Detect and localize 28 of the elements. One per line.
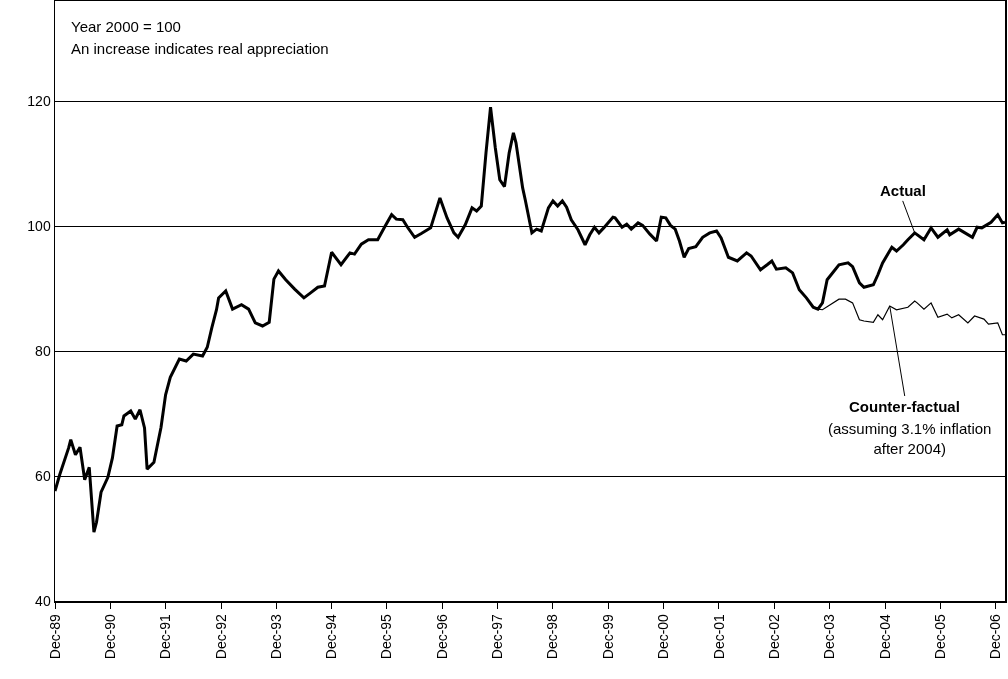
series-label: Actual (880, 182, 926, 199)
x-tick-label: Dec-93 (267, 613, 284, 660)
x-tick-label: Dec-03 (821, 613, 838, 660)
y-tick-label: 100 (27, 217, 51, 234)
y-tick-label: 80 (35, 342, 51, 359)
annotation: (assuming 3.1% inflation after 2004) (828, 420, 992, 457)
x-tick-label: Dec-06 (987, 613, 1004, 660)
x-tick-label: Dec-96 (433, 613, 450, 660)
x-tick-label: Dec-97 (489, 613, 506, 660)
annotation: Year 2000 = 100 (71, 18, 181, 35)
x-tick-label: Dec-02 (765, 613, 782, 660)
text: Counter-factual (849, 398, 960, 415)
x-tick-label: Dec-90 (101, 613, 118, 660)
y-tick-label: 60 (35, 467, 51, 484)
x-tick-label: Dec-91 (157, 613, 174, 660)
x-tick-label: Dec-98 (544, 613, 561, 660)
annotation: An increase indicates real appreciation (71, 40, 329, 57)
x-tick-label: Dec-04 (876, 613, 893, 660)
x-tick-label: Dec-94 (323, 613, 340, 660)
x-tick-label: Dec-00 (655, 613, 672, 660)
x-tick-label: Dec-01 (710, 613, 727, 660)
x-tick-label: Dec-05 (931, 613, 948, 660)
x-tick-label: Dec-99 (599, 613, 616, 660)
y-tick-label: 120 (27, 92, 51, 109)
x-tick-label: Dec-95 (378, 613, 395, 660)
y-tick-label: 40 (35, 592, 51, 609)
x-tick-label: Dec-92 (212, 613, 229, 660)
x-tick-label: Dec-89 (46, 613, 63, 660)
